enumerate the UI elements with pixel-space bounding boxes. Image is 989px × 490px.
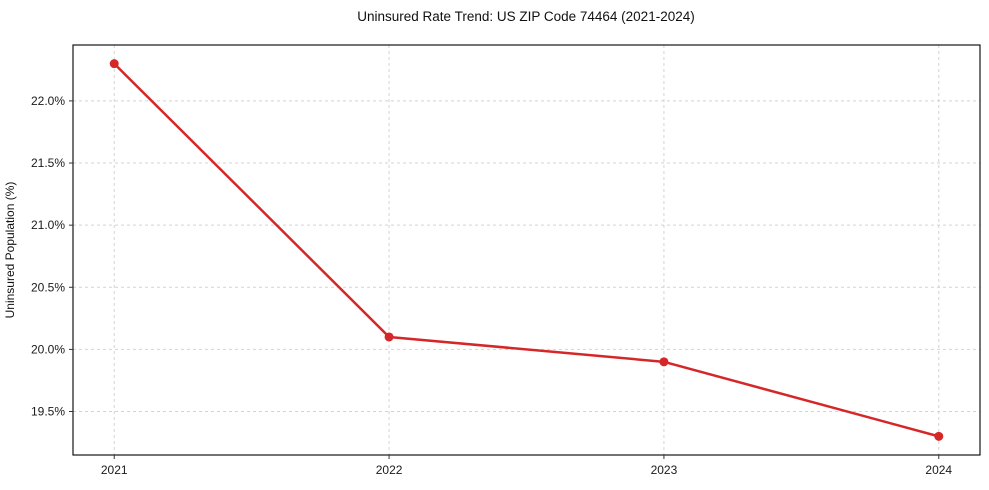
y-tick-label: 22.0% — [31, 94, 65, 108]
x-tick-label: 2022 — [376, 463, 403, 477]
tick-labels-group: 2021 2022 2023 2024 19.5% 20.0% 20.5% 21.0% 21.5… — [31, 94, 952, 477]
y-tick-label: 19.5% — [31, 405, 65, 419]
data-point — [109, 59, 119, 69]
ticks-group — [69, 100, 940, 459]
y-tick-label: 21.5% — [31, 156, 65, 170]
data-point — [659, 357, 669, 367]
y-tick-label: 20.5% — [31, 280, 65, 294]
plot-area — [72, 44, 981, 456]
x-tick-label: 2023 — [651, 463, 678, 477]
trend-line — [112, 62, 941, 438]
x-tick-label: 2024 — [925, 463, 952, 477]
series-group — [109, 59, 944, 441]
data-point — [384, 332, 394, 342]
y-tick-label: 20.0% — [31, 342, 65, 356]
y-axis-label: Uninsured Population (%) — [3, 182, 17, 319]
gridlines-group — [73, 45, 980, 455]
chart-title: Uninsured Rate Trend: US ZIP Code 74464 … — [357, 9, 694, 24]
y-tick-label: 21.0% — [31, 218, 65, 232]
data-point — [934, 431, 944, 441]
x-tick-label: 2021 — [101, 463, 128, 477]
